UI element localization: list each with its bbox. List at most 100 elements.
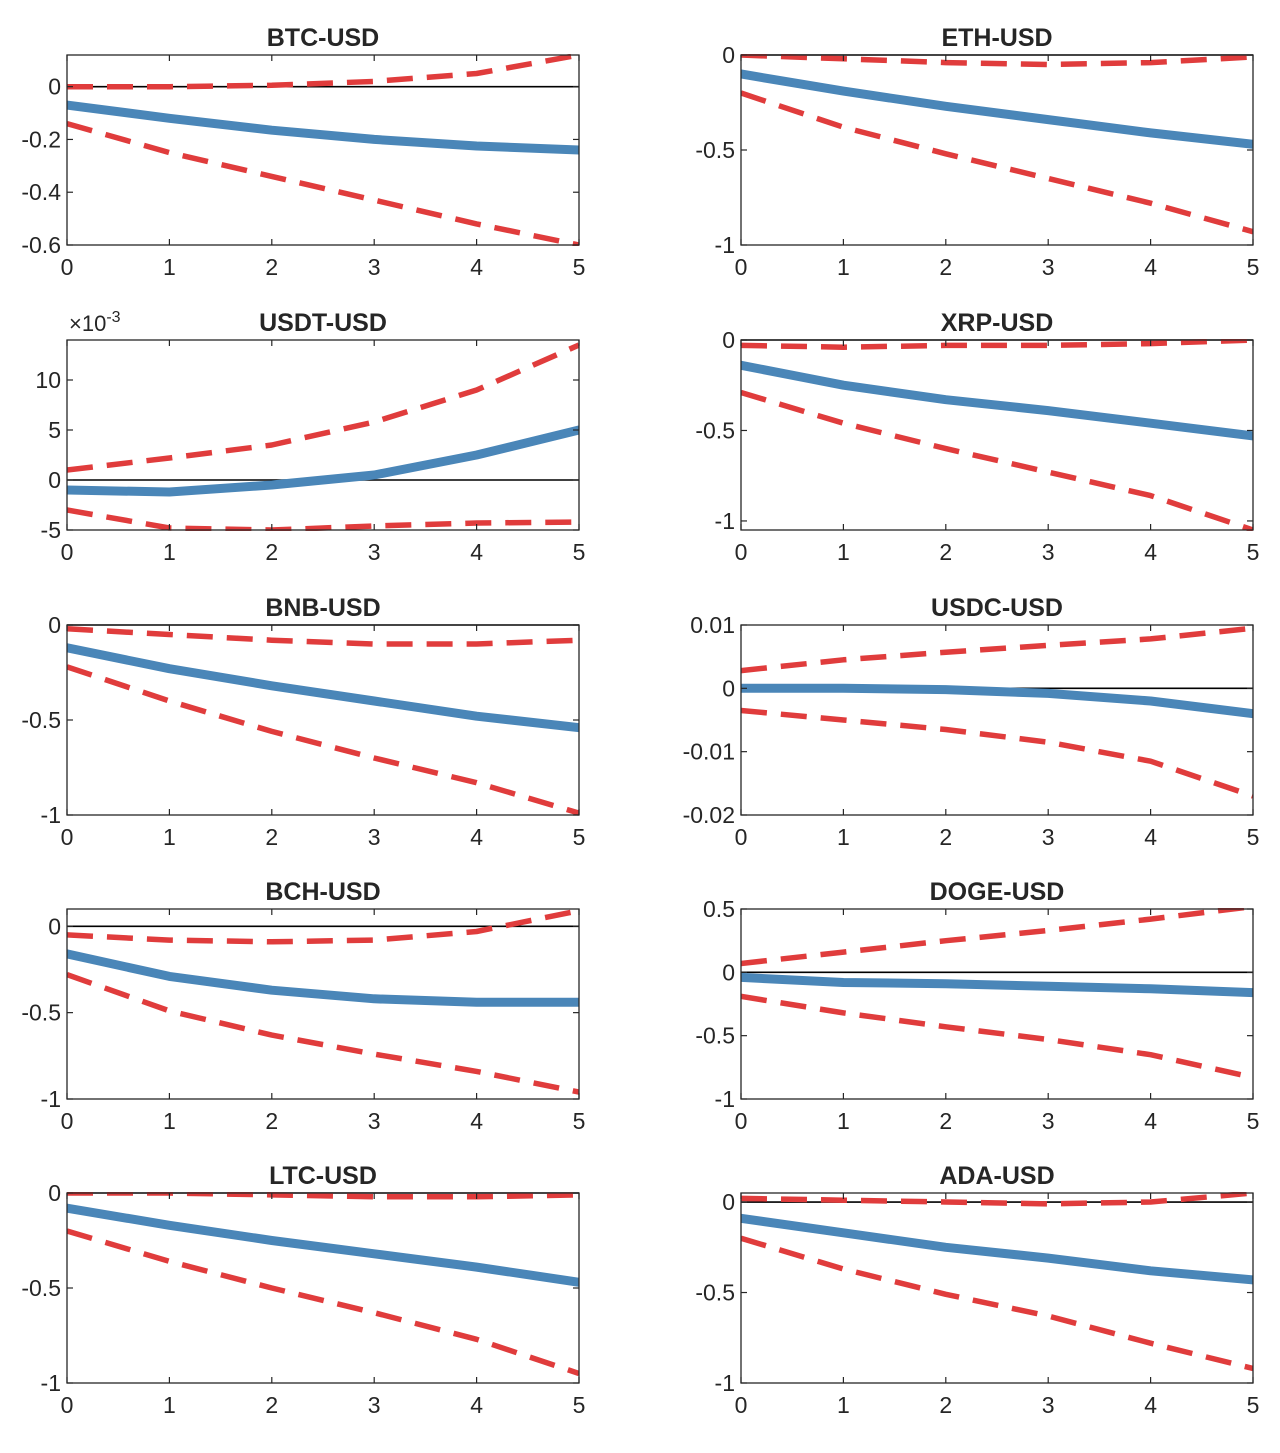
y-tick-label: -0.5 xyxy=(21,1275,61,1301)
series-line-upper-band xyxy=(741,908,1253,967)
panel-bch-usd: BCH-USD 0 1 2 3 4 5 0 -0.5 -1 xyxy=(21,878,585,1134)
panel-title: DOGE-USD xyxy=(930,878,1065,906)
axes-box xyxy=(740,339,1254,531)
x-tick-label: 0 xyxy=(61,824,74,850)
x-tick-label: 1 xyxy=(163,539,176,565)
x-tick-label: 0 xyxy=(61,1392,74,1418)
x-tick-label: 1 xyxy=(837,254,850,280)
series-group xyxy=(67,908,579,1095)
x-tick-label: 5 xyxy=(1247,1108,1260,1134)
x-tick-label: 5 xyxy=(1247,539,1260,565)
series-line-response xyxy=(741,1213,1253,1285)
series-line-lower-band xyxy=(67,972,579,1095)
panel-title: ADA-USD xyxy=(939,1162,1054,1190)
series-line-response xyxy=(67,425,579,497)
x-tick-label: 2 xyxy=(265,539,278,565)
panel-title: BNB-USD xyxy=(265,594,380,622)
series-group xyxy=(741,625,1253,799)
y-tick-label: -1 xyxy=(715,1370,735,1396)
panel-usdc-usd: USDC-USD 0 1 2 3 4 5 0.01 0 -0.01 -0.02 xyxy=(683,594,1260,850)
panel-title: BTC-USD xyxy=(267,24,380,52)
panel-btc-usd: BTC-USD 0 1 2 3 4 5 0 -0.2 -0.4 -0.6 xyxy=(21,24,585,280)
y-tick-label: -0.5 xyxy=(695,1023,735,1049)
axes-box xyxy=(740,624,1254,816)
x-tick-label: 1 xyxy=(837,824,850,850)
series-group xyxy=(67,626,579,816)
x-tick-label: 2 xyxy=(265,1108,278,1134)
panel-title: ETH-USD xyxy=(941,24,1052,52)
x-tick-label: 3 xyxy=(368,824,381,850)
series-line-lower-band xyxy=(741,993,1253,1081)
x-tick-label: 3 xyxy=(368,254,381,280)
y-tick-label: 0 xyxy=(722,675,735,701)
series-line-upper-band xyxy=(67,342,579,473)
series-line-upper-band xyxy=(67,54,579,90)
axes-box xyxy=(66,54,580,246)
y-tick-label: 0 xyxy=(48,1180,61,1206)
x-tick-label: 0 xyxy=(61,539,74,565)
panel-title: XRP-USD xyxy=(941,309,1054,337)
y-tick-label: 0.01 xyxy=(690,612,735,638)
series-line-response xyxy=(67,949,579,1007)
x-tick-label: 5 xyxy=(573,539,586,565)
series-line-upper-band xyxy=(67,626,579,647)
y-tick-label: 0 xyxy=(722,327,735,353)
series-group xyxy=(67,54,579,246)
series-line-lower-band xyxy=(67,507,579,531)
panel-eth-usd: ETH-USD 0 1 2 3 4 5 0 -0.5 -1 xyxy=(695,24,1259,280)
y-tick-label: -1 xyxy=(41,802,61,828)
x-tick-label: 3 xyxy=(1042,824,1055,850)
panel-title: LTC-USD xyxy=(269,1162,377,1190)
x-tick-label: 1 xyxy=(163,824,176,850)
x-tick-label: 2 xyxy=(939,539,952,565)
y-tick-label: -0.2 xyxy=(21,126,61,152)
x-tick-label: 4 xyxy=(470,539,483,565)
y-tick-label: 0 xyxy=(48,612,61,638)
series-line-response xyxy=(67,1203,579,1287)
panel-bnb-usd: BNB-USD 0 1 2 3 4 5 0 -0.5 -1 xyxy=(21,594,585,850)
x-tick-label: 0 xyxy=(61,254,74,280)
series-line-upper-band xyxy=(67,908,579,945)
x-tick-label: 0 xyxy=(61,1108,74,1134)
series-line-lower-band xyxy=(67,120,579,246)
y-tick-label: 0 xyxy=(48,467,61,493)
x-tick-label: 3 xyxy=(1042,254,1055,280)
x-tick-label: 1 xyxy=(837,1392,850,1418)
x-tick-label: 3 xyxy=(368,539,381,565)
series-group xyxy=(741,1192,1253,1372)
x-tick-label: 5 xyxy=(573,824,586,850)
series-line-response xyxy=(741,972,1253,998)
series-group xyxy=(741,908,1253,1081)
panel-title: USDC-USD xyxy=(931,594,1063,622)
series-line-response xyxy=(67,643,579,733)
axis-exponent-label: ×10-3 xyxy=(69,309,121,336)
x-tick-label: 3 xyxy=(368,1392,381,1418)
series-group xyxy=(67,1192,579,1377)
axes-box xyxy=(66,339,580,531)
series-line-upper-band xyxy=(741,625,1253,674)
series-line-lower-band xyxy=(741,707,1253,799)
x-tick-label: 3 xyxy=(1042,1108,1055,1134)
y-tick-label: -0.5 xyxy=(21,1000,61,1026)
x-tick-label: 3 xyxy=(368,1108,381,1134)
series-line-lower-band xyxy=(741,1235,1253,1372)
x-tick-label: 1 xyxy=(837,1108,850,1134)
axes-box xyxy=(740,908,1254,1100)
series-line-lower-band xyxy=(67,1228,579,1377)
y-tick-label: -1 xyxy=(41,1086,61,1112)
x-tick-label: 4 xyxy=(1144,1108,1157,1134)
y-tick-label: -1 xyxy=(41,1370,61,1396)
y-tick-label: -0.6 xyxy=(21,232,61,258)
x-tick-label: 5 xyxy=(1247,1392,1260,1418)
y-tick-label: 0.5 xyxy=(703,896,735,922)
x-tick-label: 5 xyxy=(1247,254,1260,280)
y-tick-label: -0.4 xyxy=(21,179,61,205)
x-tick-label: 5 xyxy=(1247,824,1260,850)
x-tick-label: 0 xyxy=(735,254,748,280)
x-tick-label: 1 xyxy=(163,1392,176,1418)
y-tick-label: 0 xyxy=(722,1189,735,1215)
series-line-response xyxy=(741,683,1253,719)
panel-doge-usd: DOGE-USD 0 1 2 3 4 5 0.5 0 -0.5 -1 xyxy=(695,878,1259,1134)
